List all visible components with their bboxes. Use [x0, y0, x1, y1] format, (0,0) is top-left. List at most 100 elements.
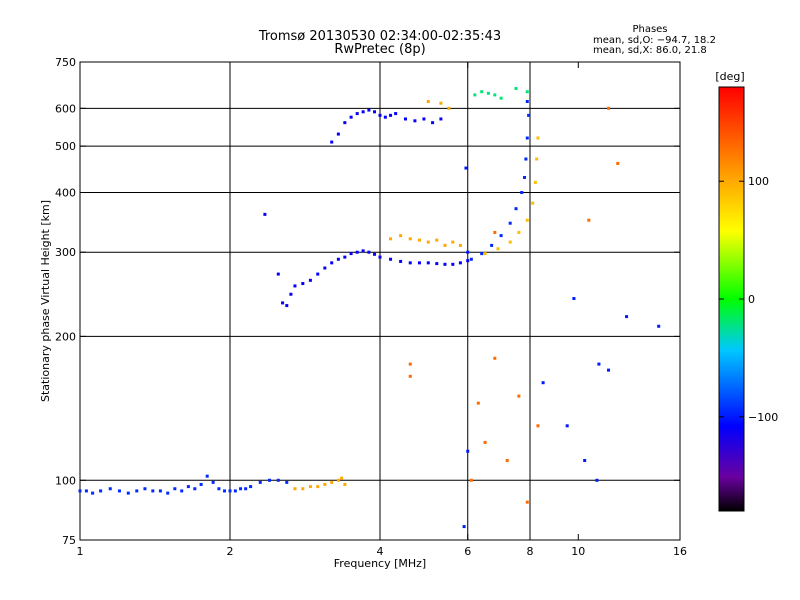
data-point [244, 487, 248, 491]
data-point [458, 261, 462, 265]
y-tick-label: 200 [55, 330, 76, 343]
x-tick-label: 1 [77, 545, 84, 558]
data-point [389, 113, 393, 117]
data-point [249, 485, 253, 489]
data-point [480, 90, 484, 94]
data-point [180, 489, 184, 493]
data-point [349, 252, 353, 256]
colorbar-tick-label: 100 [748, 175, 769, 188]
data-point [323, 266, 327, 270]
data-point [367, 250, 371, 254]
data-point [239, 487, 243, 491]
data-point [378, 255, 382, 259]
data-point [417, 261, 421, 265]
grid-lines [80, 62, 680, 540]
y-tick-label: 100 [55, 474, 76, 487]
data-point [439, 101, 443, 105]
data-point [361, 110, 365, 114]
data-point [99, 489, 103, 493]
data-point [496, 247, 500, 251]
data-point [476, 401, 480, 405]
data-point [435, 262, 439, 266]
data-point [293, 487, 297, 491]
data-point [536, 136, 540, 140]
data-point [276, 272, 280, 276]
data-point [399, 234, 403, 238]
data-point [480, 252, 484, 256]
data-point [205, 474, 209, 478]
data-point [301, 282, 305, 286]
data-point [535, 157, 539, 161]
data-point [223, 489, 227, 493]
data-point [293, 284, 297, 288]
data-point [426, 261, 430, 265]
x-tick-label: 4 [377, 545, 384, 558]
data-point [587, 218, 591, 222]
stats-x-line: mean, sd,X: 86.0, 21.8 [593, 45, 707, 56]
y-tick-labels: 75 100 200 300 400 500 600 750 [55, 56, 76, 547]
data-point [330, 480, 334, 484]
x-tick-label: 8 [527, 545, 534, 558]
data-points [78, 87, 661, 529]
data-point [595, 478, 599, 482]
data-point [525, 136, 529, 140]
chart-subtitle: RwPretec (8p) [334, 42, 425, 57]
data-point [336, 132, 340, 136]
y-tick-label: 500 [55, 140, 76, 153]
data-point [378, 113, 382, 117]
data-point [193, 487, 197, 491]
data-point [276, 478, 280, 482]
data-point [458, 243, 462, 247]
data-point [126, 491, 130, 495]
axis-ticks [79, 61, 681, 541]
data-point [469, 257, 473, 261]
data-point [408, 374, 412, 378]
data-point [343, 482, 347, 486]
x-tick-label: 6 [464, 545, 471, 558]
data-point [186, 485, 190, 489]
data-point [466, 250, 470, 254]
data-point [301, 487, 305, 491]
data-point [616, 161, 620, 165]
data-point [514, 207, 518, 211]
data-point [541, 381, 545, 385]
data-point [267, 478, 271, 482]
data-point [199, 482, 203, 486]
data-point [217, 487, 221, 491]
y-tick-label: 750 [55, 56, 76, 69]
data-point [536, 424, 540, 428]
data-point [285, 304, 289, 308]
y-tick-label: 400 [55, 186, 76, 199]
y-axis-label: Stationary phase Virtual Height [km] [39, 200, 52, 402]
x-tick-labels: 1 2 4 6 8 10 16 [77, 545, 688, 558]
colorbar-label: [deg] [715, 70, 744, 83]
data-point [451, 240, 455, 244]
data-point [531, 201, 535, 205]
data-point [389, 257, 393, 261]
data-point [517, 230, 521, 234]
data-point [316, 485, 320, 489]
data-point [462, 525, 466, 529]
data-point [389, 237, 393, 241]
data-point [373, 252, 377, 256]
data-point [394, 112, 398, 116]
data-point [524, 157, 528, 161]
colorbar-ticks: 100 0 −100 [719, 175, 778, 424]
data-point [443, 262, 447, 266]
data-point [607, 106, 611, 110]
data-point [349, 115, 353, 119]
data-point [499, 96, 503, 100]
data-point [383, 115, 387, 119]
y-tick-label: 75 [62, 534, 76, 547]
data-point [517, 394, 521, 398]
data-point [340, 476, 344, 480]
data-point [508, 221, 512, 225]
data-point [117, 489, 121, 493]
data-point [499, 234, 503, 238]
colorbar-tick-label: −100 [748, 411, 778, 424]
data-point [408, 237, 412, 241]
data-point [399, 259, 403, 263]
data-point [493, 356, 497, 360]
data-point [355, 112, 359, 116]
